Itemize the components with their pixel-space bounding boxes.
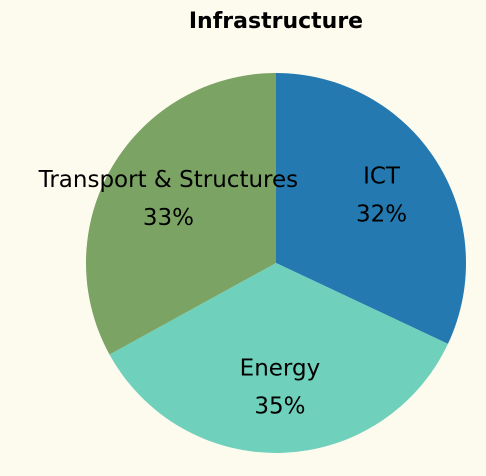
slice-label: Transport & Structures (38, 167, 298, 193)
chart-title: Infrastructure (189, 9, 363, 34)
pie-slice (109, 263, 448, 454)
slice-label: Energy (240, 355, 321, 381)
slice-value-label: 32% (356, 202, 407, 228)
slice-value-label: 35% (254, 393, 305, 419)
slice-value-label: 33% (143, 205, 194, 231)
pie-slice (85, 73, 277, 355)
pie-slice (276, 73, 467, 344)
slice-label: ICT (363, 164, 401, 190)
